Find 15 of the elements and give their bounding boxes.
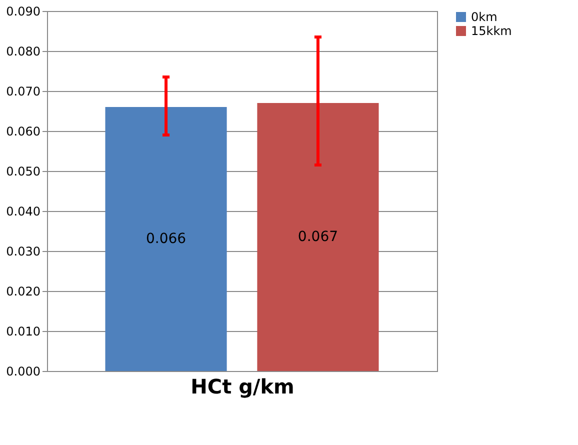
y-tick-label: 0.070 — [6, 84, 40, 98]
data-label: 0.067 — [298, 229, 338, 245]
y-tick-label: 0.090 — [6, 4, 40, 18]
x-axis-title: HCt g/km — [190, 374, 294, 398]
y-tick-label: 0.060 — [6, 124, 40, 138]
y-tick-label: 0.000 — [6, 364, 40, 378]
legend-label: 0km — [471, 10, 498, 24]
y-tick-label: 0.020 — [6, 284, 40, 298]
y-tick-label: 0.050 — [6, 164, 40, 178]
y-tick-label: 0.040 — [6, 204, 40, 218]
y-tick-label: 0.030 — [6, 244, 40, 258]
legend-label: 15kkm — [471, 24, 512, 38]
y-tick-label: 0.080 — [6, 44, 40, 58]
data-label: 0.066 — [146, 231, 186, 247]
y-tick-label: 0.010 — [6, 324, 40, 338]
